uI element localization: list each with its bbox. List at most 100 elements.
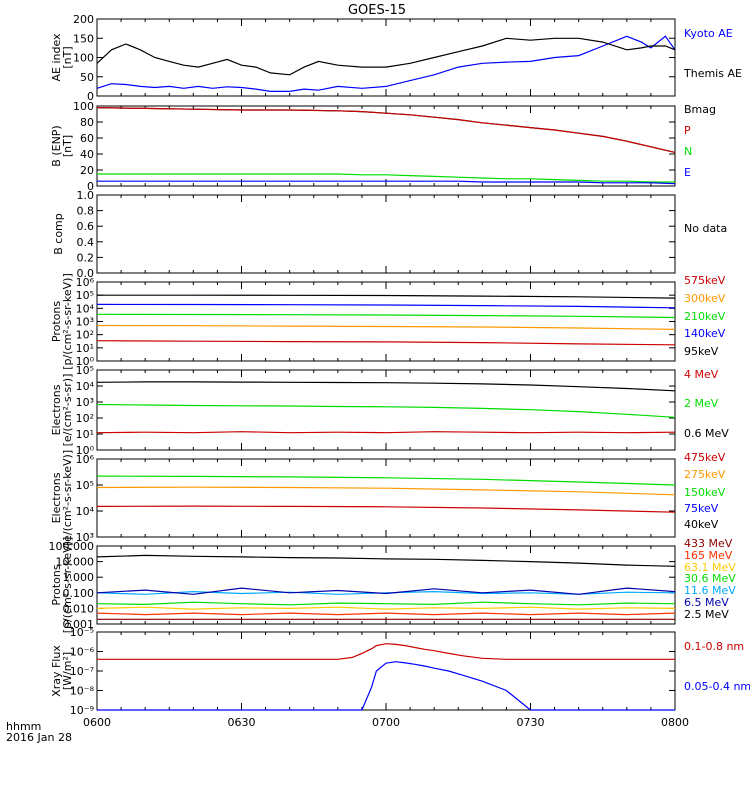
y-tick-label: 40 [80,148,94,161]
x-tick-label: 0700 [372,716,400,729]
panel-xray: 10⁻⁹ 10⁻⁸ 10⁻⁷ 10⁻⁶ 10⁻⁵ Xray Flux[W/m²] 0.1-0… [50,626,750,717]
y-tick-label: 10⁵ [76,479,94,492]
x-tick-label: 0730 [517,716,545,729]
series-line-1 [97,661,675,711]
panel-frame [96,194,676,274]
legend-entry-0: 0.1-0.8 nm [684,640,744,653]
series-line-3 [96,601,676,606]
legend-entry-3: E [684,166,691,179]
y-tick-label: 10⁵ [76,289,94,302]
series-line-2 [96,313,676,319]
series-line-1 [96,107,676,153]
series-line-0 [97,643,675,660]
y-tick-label: 0.010 [63,602,95,615]
y-tick-label: 0.6 [77,220,95,233]
y-tick-label: 10¹ [76,342,94,355]
legend-entry-4: 95keV [684,345,719,358]
y-tick-label: 10⁴ [76,380,95,393]
series-line-2 [97,173,675,183]
y-axis-label-line: [nT] [61,135,74,157]
series-line-1 [96,612,676,616]
legend-entry-0: 575keV [684,274,726,287]
series-line-2 [96,606,676,610]
y-tick-label: 0.4 [77,236,95,249]
y-tick-label: 10⁰ [76,355,95,368]
series-line-0 [96,340,676,346]
legend-entry-1: 165 MeV [684,549,733,562]
y-axis-label-line: [e/(cm²-s-sr-keV)] [61,450,74,546]
y-tick-label: 10¹ [76,428,94,441]
legend-entry-0: 433 MeV [684,537,733,550]
series-line-0 [96,35,676,93]
y-tick-label: 10⁻⁷ [70,665,94,678]
panel-protons_mev: 10⁰10¹10²10³10⁴10⁵10⁶Protons[p/(cm²-s-sr… [50,273,726,370]
plot-title: GOES-15 [348,3,406,18]
series-line-6 [96,554,676,567]
y-tick-label: 100.000 [49,540,95,553]
legend-entry-2: 0.6 MeV [684,427,729,440]
legend-entry-2: 210keV [684,310,726,323]
y-tick-label: 80 [80,116,94,129]
y-axis-label: Xray Flux[W/m²] [50,645,74,697]
y-tick-label: 10⁶ [76,276,95,289]
y-axis-label-line: Xray Flux [50,645,63,697]
y-tick-label: 20 [80,164,94,177]
legend-entry-3: 75keV [684,502,719,515]
series-line-1 [96,403,676,418]
y-axis-label: Electrons[e/(cm²-s-sr)] [50,374,74,447]
legend-entry-3: 30.6 MeV [684,572,736,585]
panel-frame [96,458,676,538]
y-tick-label: 10⁻⁸ [70,685,95,698]
y-axis-label-line: [W/m²] [61,652,74,690]
series-line-1 [96,37,676,76]
y-axis-label-line: [p/(cm²-s-sr-keV)] [61,273,74,370]
x-tick-label: 0800 [661,716,689,729]
y-tick-label: 10⁴ [76,302,95,315]
y-tick-label: 0.8 [77,205,95,218]
y-tick-label: 50 [80,71,94,84]
y-tick-label: 0.100 [63,587,95,600]
y-tick-label: 1.0 [77,189,95,202]
series-line-0 [96,431,676,434]
series-line-5 [96,587,676,595]
y-tick-label: 10³ [76,396,94,409]
y-tick-label: 10² [76,329,94,342]
series-line-2 [96,475,676,486]
y-tick-label: 0.001 [63,618,95,631]
legend-entry-1: 300keV [684,292,726,305]
panel-frame [96,18,676,97]
y-axis-label-line: Electrons [50,384,63,435]
time-axis: 0600 0630 0700 0730 0800 [83,716,689,729]
legend-entry-0: 475keV [684,451,726,464]
y-tick-label: 1.000 [63,571,95,584]
y-axis-label-line: B comp [52,213,65,255]
y-tick-label: 100 [73,100,94,113]
time-axis-units: hhmm [6,720,41,733]
y-tick-label: 10⁴ [76,505,95,518]
y-tick-label: 10⁵ [76,364,94,377]
y-tick-label: 10⁻⁶ [70,646,95,659]
y-axis-label-line: Protons [50,564,63,605]
legend-entry-3: 140keV [684,327,726,340]
y-tick-label: 10³ [76,316,94,329]
panel-b_comp: 0.0 0.2 0.4 0.6 0.8 1.0 B comp No data [52,189,727,280]
panel-ae: 0 50 100 150 200 AE index[nT] Kyoto AE Themis A… [50,13,742,103]
y-tick-label: 10² [76,412,94,425]
y-axis-label-line: Electrons [50,472,63,523]
y-axis-label-line: [p/(cm²-s-sr-keV)] [61,537,74,634]
y-tick-label: 10⁶ [76,453,95,466]
legend-entry-4: 11.6 MeV [684,584,736,597]
y-tick-label: 10.000 [56,556,95,569]
legend-entry-1: P [684,124,691,137]
legend-entry-0: 4 MeV [684,368,719,381]
y-tick-label: 10⁻⁵ [70,626,94,639]
panel-electrons_mev: 10⁰10¹10²10³10⁴10⁵Electrons[e/(cm²-s-sr)… [50,364,729,457]
date-label: 2016 Jan 28 [6,731,72,744]
y-axis-label: AE index[nT] [50,33,74,82]
legend-entry-1: Themis AE [683,67,742,80]
legend-entry-0: Bmag [684,103,716,116]
series-line-2 [96,381,676,392]
y-axis-label-line: [e/(cm²-s-sr)] [61,374,74,447]
y-axis-label-line: B (ENP) [50,125,63,166]
